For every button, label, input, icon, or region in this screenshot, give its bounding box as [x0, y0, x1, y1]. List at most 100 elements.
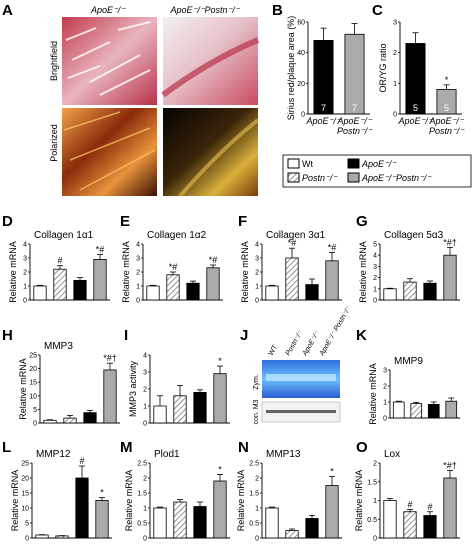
y-tick-label: 1 [255, 284, 259, 291]
significance-mark: # [427, 502, 432, 512]
bar [383, 500, 397, 539]
y-tick-label: 2 [255, 270, 259, 277]
y-axis-label: Relative mRNA [10, 470, 20, 532]
panel-a-label: A [2, 2, 13, 19]
legend-label-apoe-postn: ApoE⁻/⁻Postn⁻/⁻ [361, 173, 432, 183]
y-tick-label: 1 [383, 400, 387, 407]
n-label: 7 [352, 103, 357, 113]
y-tick-label: 20 [297, 81, 305, 88]
y-axis-label: MMP3 activity [128, 360, 138, 417]
bar [35, 534, 49, 539]
bar [445, 400, 458, 419]
n-label: 7 [321, 103, 326, 113]
y-tick-label: 20 [29, 366, 37, 373]
legend-swatch-postn [287, 172, 300, 183]
x-category-label: ApoE⁻/⁻ Postn⁻/⁻ [336, 116, 373, 136]
legend: Wt ApoE⁻/⁻ Postn⁻/⁻ ApoE⁻/⁻Postn⁻/⁻ [282, 154, 472, 188]
y-tick-label: 0 [33, 421, 37, 428]
chart-title: MMP12 [36, 449, 71, 460]
y-tick-label: 0 [23, 298, 27, 305]
chart-title: Collagen 1α2 [147, 230, 207, 241]
bar [153, 507, 167, 539]
y-tick-label: 1.5 [367, 479, 377, 486]
significance-mark: * [445, 75, 449, 85]
y-axis-label: Relative mRNA [240, 241, 250, 303]
y-tick-label: 0 [373, 298, 377, 305]
legend-swatch-wt [287, 158, 300, 169]
bar [443, 254, 457, 301]
y-tick-label: 2.5 [137, 461, 147, 468]
significance-mark: * [100, 488, 104, 498]
bar [285, 530, 299, 539]
y-tick-label: 5 [25, 521, 29, 528]
panel-a-col2-label: ApoE⁻/⁻Postn⁻/⁻ [169, 5, 240, 15]
chart-title: Collagen 5α3 [384, 230, 444, 241]
panel-a-row1-label: Brightfield [49, 41, 59, 81]
y-axis-label: Relative mRNA [358, 241, 368, 303]
y-tick-label: 0 [25, 536, 29, 543]
y-tick-label: 0 [383, 416, 387, 423]
y-axis-label: Relative mRNA [368, 363, 378, 425]
panel-label-m: M [120, 439, 133, 456]
x-category-label: ApoE⁻/⁻ [305, 116, 341, 126]
bar [285, 257, 299, 301]
panel-label-l: L [2, 439, 11, 456]
significance-mark: *# [169, 262, 178, 272]
panel-label-c: C [372, 2, 383, 19]
bar [423, 515, 437, 539]
panel-j-label: J [240, 327, 248, 344]
significance-mark: *# [328, 242, 337, 252]
bar [265, 285, 279, 301]
significance-mark: # [407, 500, 412, 510]
panel-label-i: I [124, 327, 128, 344]
significance-mark: *# [209, 255, 218, 265]
legend-swatch-apoe [347, 158, 360, 169]
bar [33, 285, 47, 301]
y-tick-label: 15 [29, 380, 37, 387]
micrograph-brightfield-apoe-texture [65, 21, 151, 96]
bar [213, 480, 227, 539]
significance-mark: * [218, 356, 222, 366]
y-tick-label: 1 [143, 404, 147, 411]
bar [73, 279, 87, 301]
y-tick-label: 5 [33, 407, 37, 414]
gel-row-con: con. M3 [253, 399, 260, 424]
control-band [266, 410, 336, 413]
y-tick-label: 3 [23, 256, 27, 263]
significance-mark: *# [96, 245, 105, 255]
x-category-label: ApoE⁻/⁻ [397, 116, 433, 126]
bar [63, 417, 77, 424]
bar [423, 282, 437, 301]
y-tick-label: 4 [23, 242, 27, 249]
significance-mark: # [57, 256, 62, 266]
y-tick-label: 2 [136, 270, 140, 277]
chart-e: E Collagen 1α2 0 1 2 3 4 Relative mRNA *# *# [120, 213, 223, 305]
y-tick-label: 1 [255, 506, 259, 513]
significance-mark: * [218, 464, 222, 474]
y-tick-label: 1 [136, 284, 140, 291]
significance-mark: *#† [443, 461, 457, 471]
bar [83, 412, 97, 424]
panel-a-row2-label: Polarized [49, 124, 59, 162]
bar [53, 268, 67, 301]
y-axis-label: Relative mRNA [18, 358, 28, 420]
bar [186, 282, 200, 301]
chart-title: MMP9 [394, 356, 423, 367]
n-label: 5 [413, 103, 418, 113]
panel-label-g: G [356, 213, 368, 230]
bar [193, 391, 207, 424]
bar [43, 419, 57, 424]
zymography-band [266, 374, 336, 381]
y-axis-label: OR/YG ratio [378, 43, 388, 92]
y-tick-label: 2 [383, 384, 387, 391]
y-axis-label: Relative mRNA [236, 470, 246, 532]
micrograph-polarized-apoe-postn [163, 108, 258, 196]
y-axis-label: Relative mRNA [8, 241, 18, 303]
y-tick-label: 4 [143, 353, 147, 360]
bar [305, 284, 319, 301]
y-tick-label: 60 [297, 20, 305, 27]
